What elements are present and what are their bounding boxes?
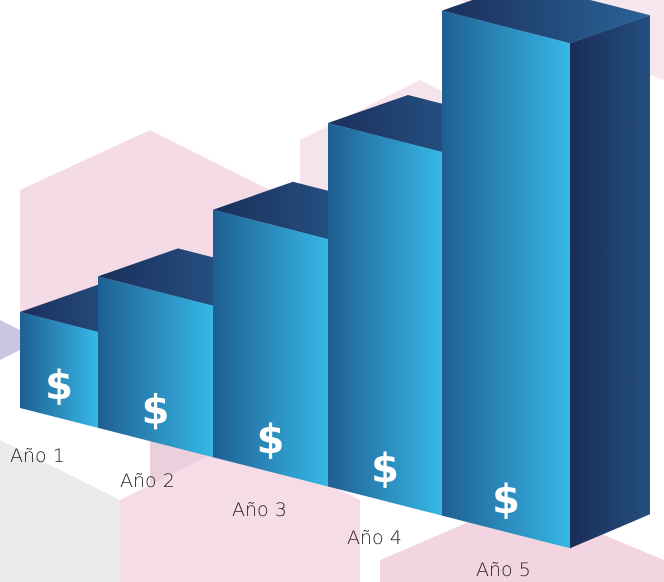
- category-label: Año 3: [232, 499, 287, 521]
- category-label: Año 5: [476, 559, 531, 581]
- bar: [213, 209, 328, 487]
- bar: [20, 312, 98, 428]
- labels: Año 1 Año 2 Año 3 Año 4 Año 5: [10, 445, 531, 581]
- category-label: Año 1: [10, 445, 65, 467]
- bar-side: [570, 15, 650, 549]
- bars: $ $ $ $ $: [20, 0, 650, 549]
- bar-top: [442, 0, 650, 44]
- category-label: Año 4: [347, 527, 402, 549]
- bar-symbol: $: [45, 363, 73, 409]
- bar: [328, 122, 442, 516]
- bar: [442, 10, 570, 549]
- bar-symbol: $: [257, 417, 285, 463]
- bar-symbol: $: [371, 446, 399, 492]
- bar-symbol: $: [492, 477, 520, 523]
- bar: [98, 276, 213, 458]
- bar-symbol: $: [142, 388, 170, 434]
- category-label: Año 2: [120, 470, 175, 492]
